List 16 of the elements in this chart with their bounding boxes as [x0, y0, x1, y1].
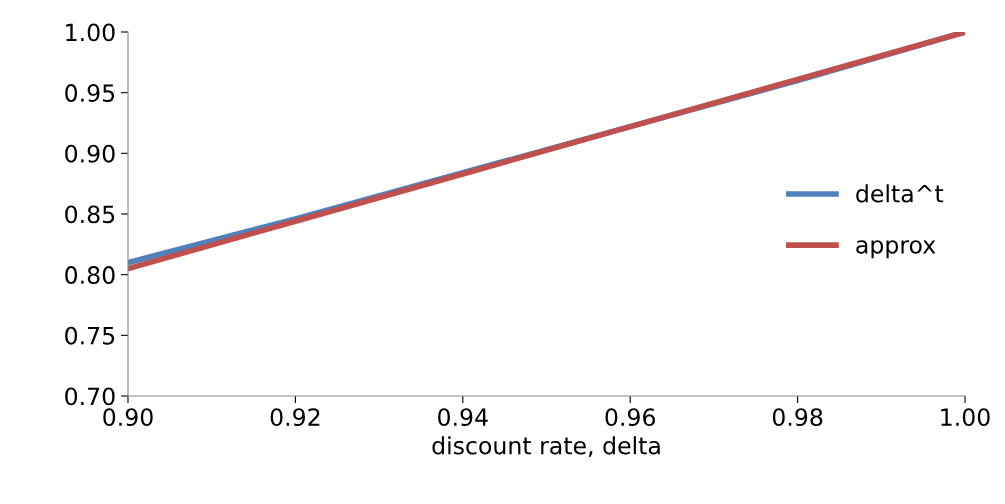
y-tick-label: 0.85 [65, 205, 115, 224]
legend-label: approx [856, 240, 936, 259]
x-tick-label: 0.98 [772, 408, 823, 427]
x-tick-label: 0.96 [605, 408, 655, 427]
y-tick-label: 0.75 [65, 326, 115, 345]
y-tick-label: 0.80 [65, 266, 115, 284]
legend-label: delta^t [856, 184, 944, 203]
y-tick-label: 0.95 [65, 84, 115, 102]
x-axis-title: discount rate, delta [432, 436, 660, 457]
y-tick-label: 0.90 [65, 144, 115, 163]
x-tick-label: 0.94 [438, 408, 488, 427]
y-tick-label: 0.70 [65, 387, 115, 406]
y-tick-label: 1.00 [66, 23, 115, 42]
x-tick-label: 0.92 [270, 408, 320, 427]
x-tick-label: 1.00 [941, 408, 990, 427]
x-tick-label: 0.90 [103, 408, 153, 427]
